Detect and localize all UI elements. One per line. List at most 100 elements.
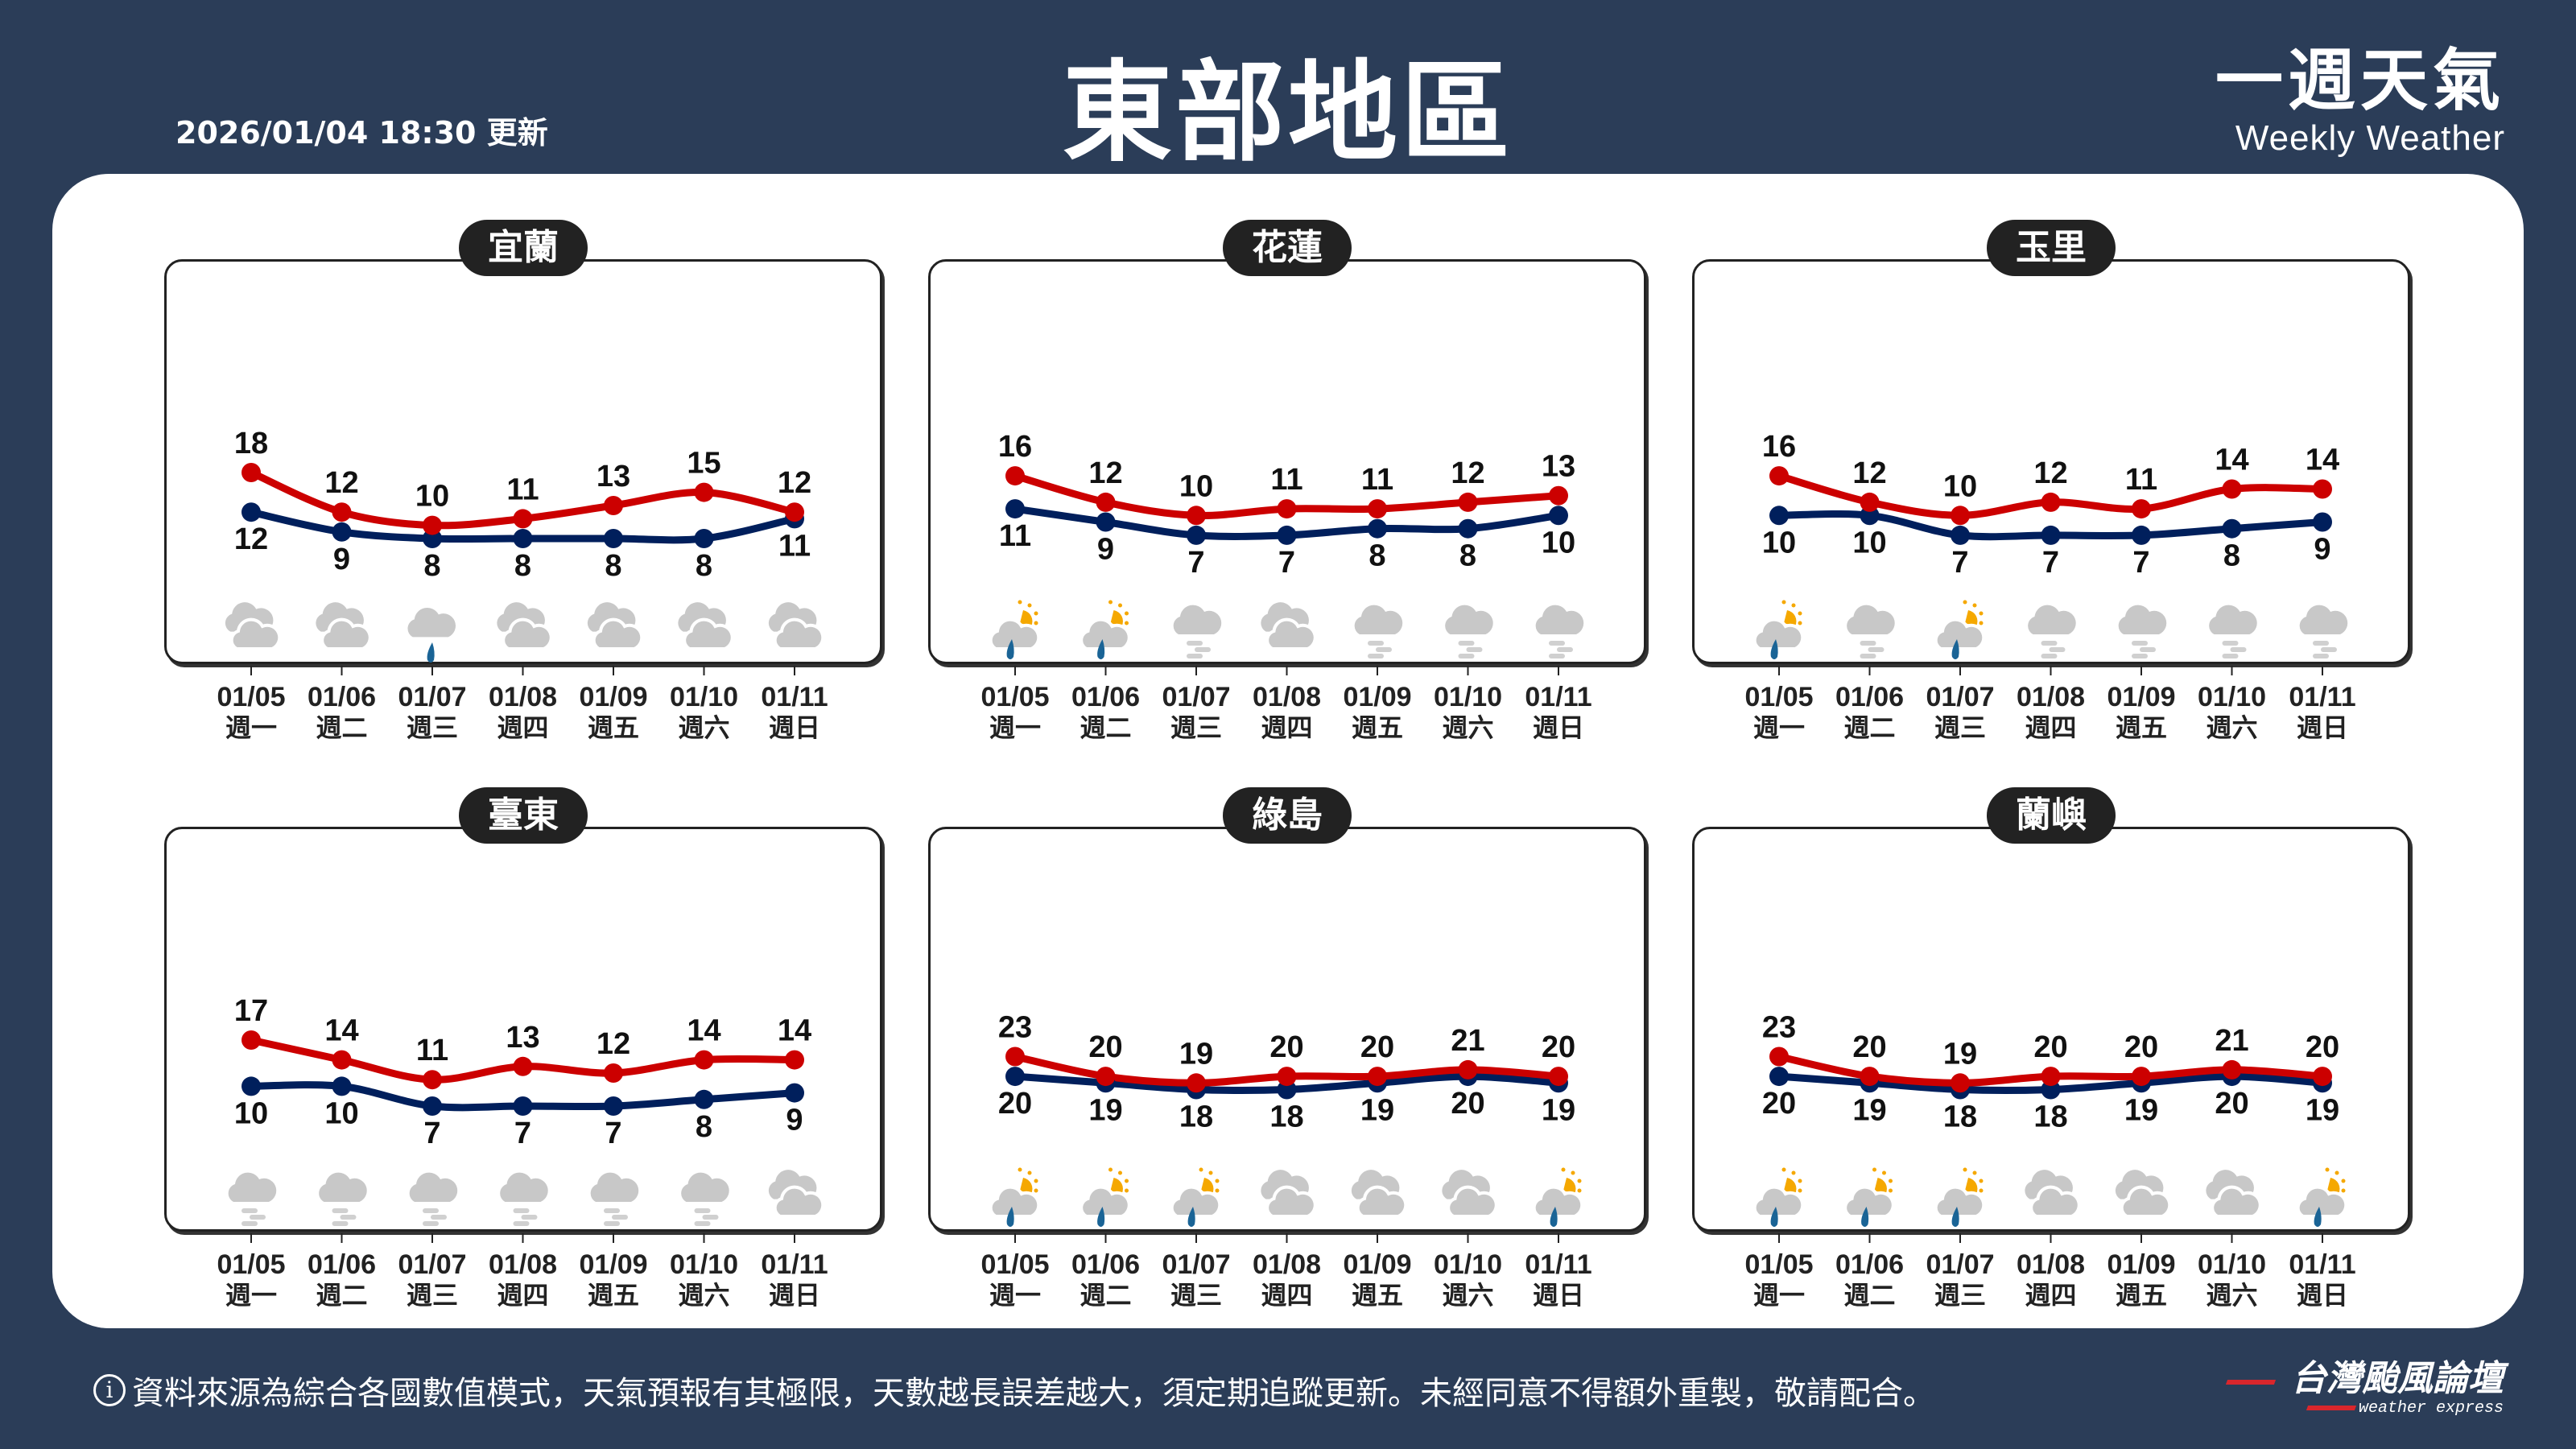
weekday-label: 週三 — [1934, 1280, 1986, 1311]
low-temp-point — [242, 1076, 261, 1096]
cloudy-icon — [2025, 1170, 2081, 1218]
low-temp-label: 7 — [514, 1117, 531, 1150]
logo-zh: 台灣颱風論壇 — [2291, 1358, 2504, 1399]
high-temp-point — [2313, 479, 2332, 499]
weekday-label: 週四 — [497, 1280, 548, 1311]
fog-icon — [2118, 605, 2167, 658]
date-label: 01/05 — [217, 1249, 285, 1280]
date-label: 01/06 — [308, 1249, 376, 1280]
high-temp-point — [1005, 466, 1025, 486]
date-label: 01/09 — [579, 1249, 647, 1280]
low-temp-label: 19 — [2306, 1093, 2339, 1127]
sun-rain-icon — [1752, 600, 1805, 659]
high-temp-point — [1769, 1046, 1789, 1067]
region-panel — [928, 827, 1646, 1232]
low-temp-label: 10 — [1542, 526, 1575, 559]
high-temp-label: 16 — [998, 430, 1032, 464]
region-name: 蘭嶼 — [1987, 787, 2116, 844]
low-temp-label: 7 — [605, 1117, 621, 1150]
low-temp-point — [332, 1076, 352, 1096]
weekday-label: 週五 — [2116, 712, 2167, 743]
logo-stripe — [2225, 1380, 2277, 1385]
low-temp-label: 7 — [423, 1117, 440, 1150]
date-label: 01/09 — [579, 682, 647, 712]
high-temp-point — [1951, 1073, 1970, 1093]
high-temp-label: 14 — [2215, 444, 2248, 477]
high-temp-point — [2222, 479, 2242, 499]
low-temp-label: 8 — [696, 1110, 712, 1144]
high-temp-label: 20 — [2124, 1030, 2158, 1064]
date-label: 01/10 — [670, 682, 738, 712]
date-label: 01/06 — [1071, 682, 1140, 712]
high-temp-label: 12 — [597, 1027, 630, 1061]
cloudy-icon — [587, 602, 644, 650]
high-temp-point — [513, 509, 533, 529]
date-label: 01/11 — [1525, 682, 1591, 712]
weekday-label: 週四 — [2025, 1280, 2076, 1311]
weekday-label: 週四 — [2025, 712, 2076, 743]
cloudy-icon — [2206, 1170, 2262, 1218]
high-temp-point — [1277, 1067, 1297, 1087]
high-temp-label: 10 — [1179, 469, 1213, 503]
high-temp-label: 19 — [1943, 1037, 1977, 1071]
high-temp-point — [1368, 499, 1387, 519]
high-temp-label: 21 — [1451, 1024, 1484, 1058]
low-temp-label: 19 — [2124, 1093, 2158, 1127]
low-temp-point — [2222, 518, 2242, 539]
weekday-label: 週五 — [1352, 1280, 1403, 1311]
region-panel — [1692, 259, 2410, 664]
high-temp-point — [785, 1050, 804, 1070]
high-temp-point — [2041, 492, 2061, 512]
high-temp-label: 12 — [1852, 456, 1886, 490]
date-label: 01/06 — [308, 682, 376, 712]
high-temp-point — [1860, 492, 1880, 512]
low-temp-label: 8 — [2223, 539, 2240, 573]
footer: i 資料來源為綜合各國數值模式，天氣預報有其極限，天數越長誤差越大，須定期追蹤更… — [93, 1367, 1935, 1414]
cloudy-icon — [1351, 1170, 1408, 1218]
low-temp-point — [1860, 506, 1880, 526]
high-temp-label: 19 — [1179, 1037, 1213, 1071]
high-temp-point — [694, 482, 714, 502]
region-panel — [1692, 827, 2410, 1232]
low-temp-label: 8 — [605, 549, 621, 583]
fog-icon — [1354, 605, 1403, 658]
high-temp-label: 20 — [1088, 1030, 1122, 1064]
fog-icon — [590, 1172, 639, 1226]
low-temp-label: 7 — [2132, 546, 2149, 580]
high-temp-point — [2132, 1067, 2151, 1087]
high-temp-label: 14 — [687, 1014, 720, 1048]
date-label: 01/11 — [761, 1249, 828, 1280]
low-temp-point — [242, 502, 261, 522]
logo-stripe — [2306, 1406, 2357, 1410]
weekday-label: 週一 — [225, 1280, 277, 1311]
low-temp-point — [1096, 512, 1116, 532]
weekday-label: 週六 — [678, 712, 729, 743]
high-temp-label: 13 — [597, 460, 630, 493]
weekday-label: 週六 — [2206, 712, 2257, 743]
low-temp-label: 10 — [1852, 526, 1886, 559]
date-label: 01/07 — [398, 682, 466, 712]
date-label: 01/09 — [1343, 682, 1411, 712]
weekday-label: 週二 — [1843, 712, 1895, 743]
date-label: 01/07 — [1162, 1249, 1230, 1280]
low-temp-label: 11 — [778, 529, 811, 563]
low-temp-label: 19 — [1852, 1093, 1886, 1127]
high-temp-label: 11 — [506, 473, 539, 506]
date-label: 01/05 — [1744, 682, 1813, 712]
page-title: 東部地區 — [1063, 50, 1513, 177]
weekday-label: 週六 — [678, 1280, 729, 1311]
weekday-label: 週四 — [1261, 1280, 1312, 1311]
low-temp-label: 18 — [1943, 1100, 1977, 1134]
high-temp-point — [2313, 1067, 2332, 1087]
weekday-label: 週二 — [1080, 1280, 1131, 1311]
low-temp-point — [1549, 506, 1568, 526]
low-temp-label: 8 — [1459, 539, 1476, 573]
sun-rain-icon — [1752, 1167, 1805, 1227]
high-temp-point — [332, 1050, 352, 1070]
high-temp-point — [1458, 1059, 1478, 1080]
high-temp-point — [1549, 1067, 1568, 1087]
high-temp-label: 11 — [1361, 463, 1393, 497]
high-temp-point — [1187, 1073, 1206, 1093]
cloudy-icon — [768, 1170, 825, 1218]
